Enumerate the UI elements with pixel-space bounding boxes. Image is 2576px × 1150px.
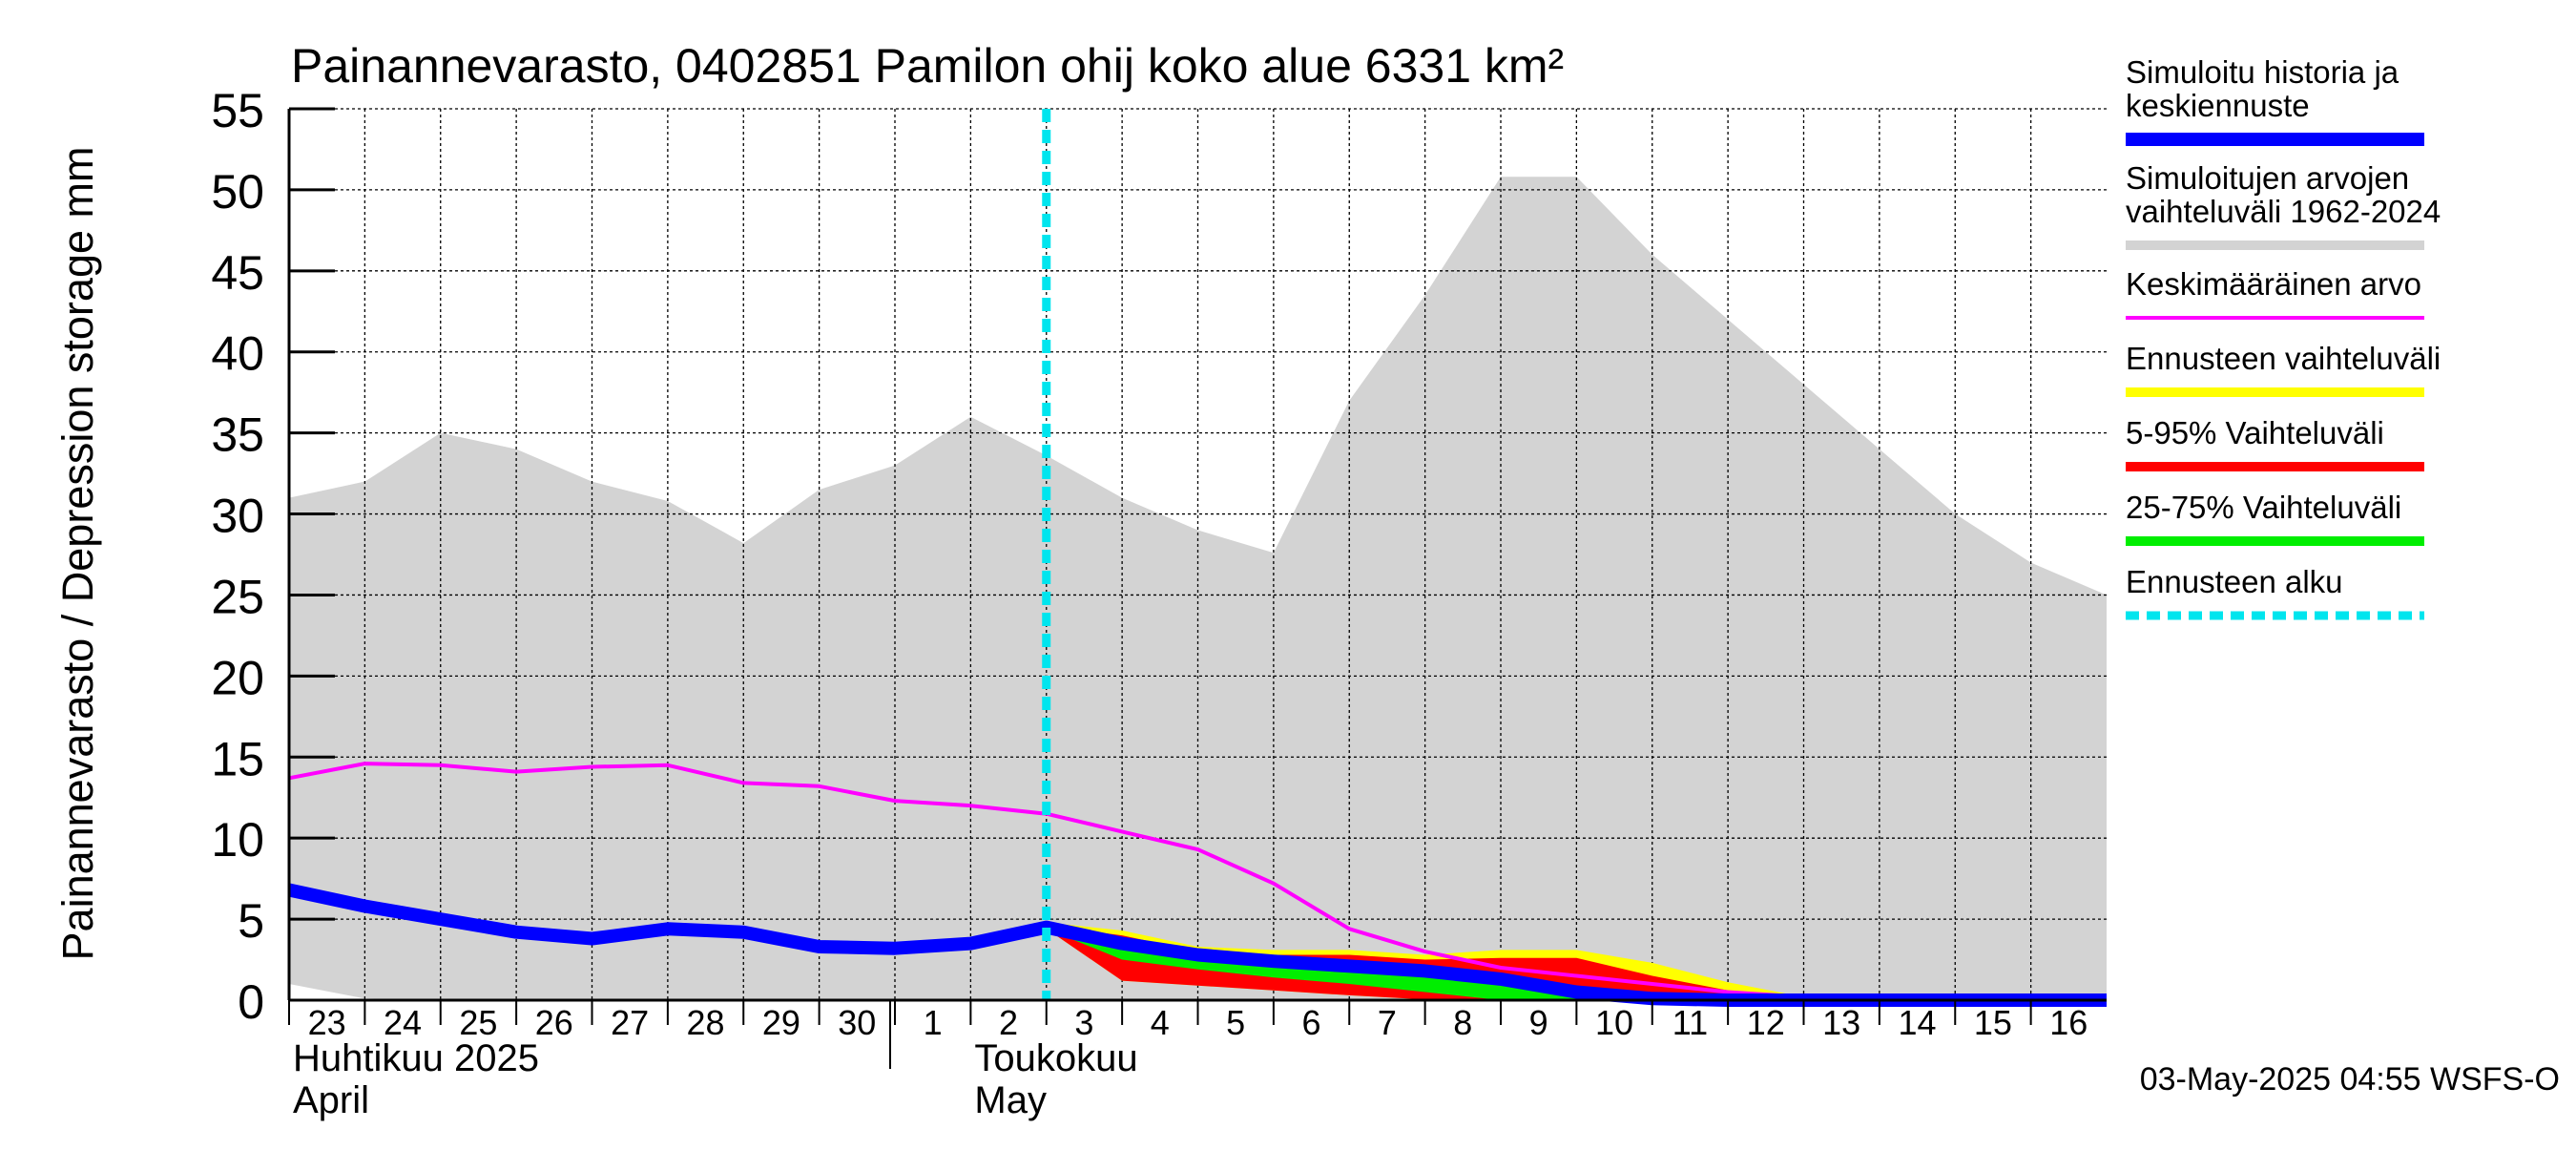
x-tick-label: 6 <box>1302 1003 1321 1042</box>
legend-label: Ennusteen vaihteluväli <box>2126 341 2441 376</box>
y-tick-label: 0 <box>238 975 264 1029</box>
legend-label: Simuloitu historia ja <box>2126 54 2399 90</box>
y-axis-label: Painannevarasto / Depression storage mm <box>53 147 102 961</box>
legend-label: keskiennuste <box>2126 88 2310 123</box>
y-tick-label: 5 <box>238 894 264 948</box>
x-tick-label: 24 <box>384 1003 422 1042</box>
legend-label: Simuloitujen arvojen <box>2126 160 2409 196</box>
x-tick-label: 11 <box>1672 1003 1708 1042</box>
y-tick-label: 55 <box>211 84 264 137</box>
timestamp: 03-May-2025 04:55 WSFS-O <box>2140 1061 2560 1098</box>
series-5-95-vaihteluvali <box>1046 925 2107 1000</box>
month-label-en: April <box>293 1079 369 1121</box>
y-tick-label: 45 <box>211 246 264 300</box>
y-tick-label: 50 <box>211 165 264 219</box>
y-tick-label: 35 <box>211 408 264 462</box>
legend-entry: 25-75% Vaihteluväli <box>2126 490 2424 546</box>
x-tick-label: 4 <box>1151 1003 1170 1042</box>
month-label-fi: Huhtikuu 2025 <box>293 1037 539 1079</box>
x-tick-label: 25 <box>459 1003 497 1042</box>
legend-label: vaihteluväli 1962-2024 <box>2126 194 2441 229</box>
y-tick-label: 15 <box>211 732 264 785</box>
x-tick-label: 10 <box>1595 1003 1633 1042</box>
x-tick-label: 5 <box>1226 1003 1245 1042</box>
legend-label: Keskimääräinen arvo <box>2126 266 2421 302</box>
series-simuloitujen-arvojen-vaihteluvali-1962-2024 <box>289 177 2107 1001</box>
x-tick-label: 3 <box>1074 1003 1093 1042</box>
x-tick-label: 28 <box>687 1003 725 1042</box>
month-label-en: May <box>974 1079 1047 1121</box>
x-tick-label: 12 <box>1747 1003 1785 1042</box>
chart-title: Painannevarasto, 0402851 Pamilon ohij ko… <box>291 39 1564 93</box>
legend: Simuloitu historia jakeskiennusteSimuloi… <box>2126 54 2441 620</box>
plot-area <box>287 108 2107 1007</box>
x-tick-label: 13 <box>1822 1003 1860 1042</box>
month-label-fi: Toukokuu <box>974 1037 1137 1079</box>
x-tick-label: 14 <box>1899 1003 1937 1042</box>
x-tick-label: 29 <box>762 1003 800 1042</box>
x-tick-label: 9 <box>1529 1003 1548 1042</box>
y-tick-label: 10 <box>211 813 264 867</box>
x-tick-label: 1 <box>924 1003 943 1042</box>
y-tick-label: 40 <box>211 327 264 381</box>
y-tick-label: 20 <box>211 651 264 704</box>
x-tick-label: 26 <box>535 1003 573 1042</box>
legend-label: 5-95% Vaihteluväli <box>2126 415 2384 450</box>
x-tick-label: 15 <box>1974 1003 2012 1042</box>
x-tick-label: 7 <box>1378 1003 1397 1042</box>
y-tick-label: 30 <box>211 490 264 543</box>
x-tick-label: 23 <box>308 1003 346 1042</box>
y-tick-label: 25 <box>211 570 264 623</box>
legend-entry: Ennusteen alku <box>2126 564 2424 620</box>
legend-entry: 5-95% Vaihteluväli <box>2126 415 2424 471</box>
legend-entry: Keskimääräinen arvo <box>2126 266 2424 320</box>
legend-label: Ennusteen alku <box>2126 564 2343 599</box>
x-tick-label: 2 <box>999 1003 1018 1042</box>
x-tick-label: 16 <box>2049 1003 2088 1042</box>
x-tick-label: 30 <box>838 1003 876 1042</box>
legend-entry: Ennusteen vaihteluväli <box>2126 341 2441 397</box>
legend-label: 25-75% Vaihteluväli <box>2126 490 2401 525</box>
x-tick-label: 27 <box>611 1003 649 1042</box>
x-tick-label: 8 <box>1453 1003 1472 1042</box>
